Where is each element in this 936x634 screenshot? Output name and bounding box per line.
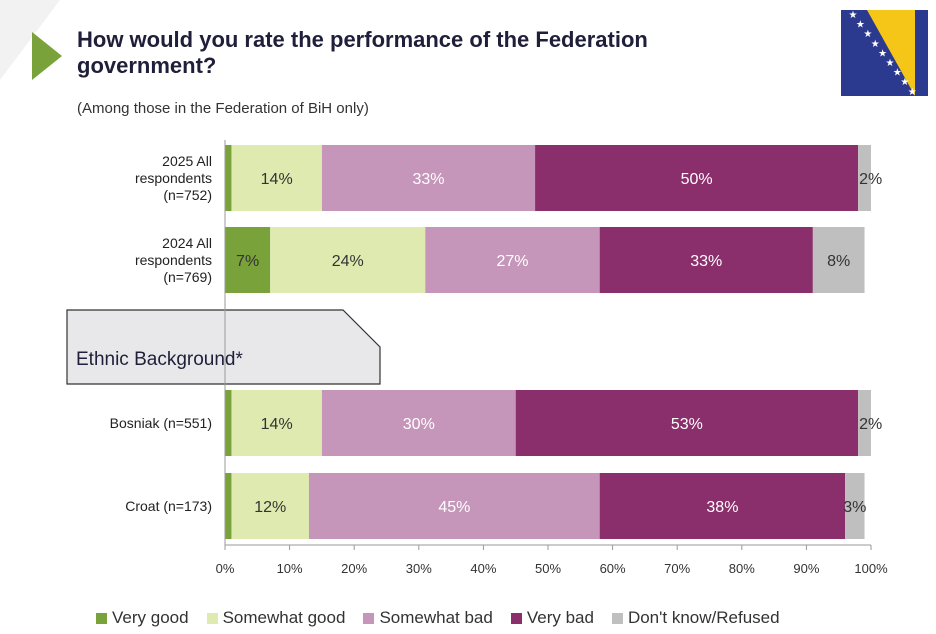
bar-segment (535, 145, 859, 211)
data-label: 3% (843, 499, 866, 516)
category-label: Croat (n=173) (125, 498, 212, 514)
legend-label: Don't know/Refused (627, 608, 780, 627)
legend-swatch (611, 612, 623, 624)
legend-item: Very bad (510, 608, 594, 628)
bar-segment (858, 145, 871, 211)
data-label: 2% (859, 416, 882, 433)
bar-segment (308, 473, 600, 539)
bar-segment (812, 227, 865, 293)
data-label: 8% (827, 253, 850, 270)
legend-label: Very bad (526, 608, 594, 627)
section-label: Ethnic Background* (76, 349, 243, 370)
chart-legend: Very good Somewhat good Somewhat bad Very b… (96, 608, 780, 628)
x-tick-label: 60% (600, 561, 626, 576)
page-title: How would you rate the performance of th… (77, 27, 648, 78)
legend-label: Somewhat bad (379, 608, 493, 627)
title-arrow-icon (32, 32, 62, 80)
category-label: 2024 All respondents (n=769) (135, 235, 212, 285)
legend-swatch (363, 612, 375, 624)
flag-star-icon: ★ (849, 10, 858, 21)
data-label: 38% (706, 499, 738, 516)
legend-swatch (96, 612, 107, 624)
x-tick-label: 100% (854, 561, 888, 576)
flag-star-icon: ★ (863, 29, 872, 40)
bar-segment (515, 390, 859, 456)
legend-item: Very good (96, 608, 189, 628)
data-label: 50% (681, 171, 713, 188)
x-tick-label: 20% (341, 561, 367, 576)
data-label: 27% (496, 253, 528, 270)
page-subtitle: (Among those in the Federation of BiH on… (77, 100, 369, 117)
category-label: 2025 All respondents (n=752) (135, 153, 212, 203)
data-label: 14% (261, 171, 293, 188)
data-label: 53% (671, 416, 703, 433)
bar-segment (425, 227, 600, 293)
legend-item: Somewhat good (206, 608, 346, 628)
x-tick-label: 90% (793, 561, 819, 576)
data-label: 45% (438, 499, 470, 516)
data-label: 7% (236, 253, 259, 270)
bar-segment (321, 390, 516, 456)
data-label: 30% (403, 416, 435, 433)
bar-segment (599, 473, 846, 539)
data-label: 33% (690, 253, 722, 270)
legend-swatch (206, 612, 218, 624)
x-tick-label: 80% (729, 561, 755, 576)
flag-star-icon: ★ (900, 77, 909, 88)
bar-segment (225, 227, 271, 293)
flag-star-icon: ★ (871, 39, 880, 50)
bar-segment (321, 145, 536, 211)
bar-segment (858, 390, 871, 456)
bar-segment (231, 145, 322, 211)
flag-star-icon: ★ (908, 87, 917, 96)
section-label-box (66, 309, 381, 385)
legend-item: Somewhat bad (363, 608, 493, 628)
flag-star-icon: ★ (893, 68, 902, 79)
flag-star-icon: ★ (856, 20, 865, 31)
category-label: Bosniak (n=551) (110, 415, 212, 431)
x-tick-label: 50% (535, 561, 561, 576)
data-label: 12% (254, 499, 286, 516)
data-label: 2% (859, 171, 882, 188)
legend-item: Don't know/Refused (611, 608, 780, 628)
legend-label: Somewhat good (222, 608, 346, 627)
x-tick-label: 30% (406, 561, 432, 576)
bar-segment (270, 227, 426, 293)
flag-star-icon: ★ (878, 48, 887, 59)
bar-segment (231, 390, 322, 456)
bar-segment (845, 473, 865, 539)
legend-label: Very good (112, 608, 189, 627)
bar-segment (225, 145, 232, 211)
x-tick-label: 40% (470, 561, 496, 576)
flag-star-icon: ★ (886, 58, 895, 69)
x-tick-label: 70% (664, 561, 690, 576)
bar-segment (225, 390, 232, 456)
bosnia-herzegovina-flag-icon: ★★★★★★★★★ (841, 10, 928, 96)
x-tick-label: 0% (216, 561, 235, 576)
x-tick-label: 10% (277, 561, 303, 576)
data-label: 14% (261, 416, 293, 433)
data-label: 24% (332, 253, 364, 270)
legend-swatch (510, 612, 522, 624)
bar-segment (599, 227, 813, 293)
bar-segment (225, 473, 232, 539)
bar-segment (231, 473, 309, 539)
data-label: 33% (412, 171, 444, 188)
